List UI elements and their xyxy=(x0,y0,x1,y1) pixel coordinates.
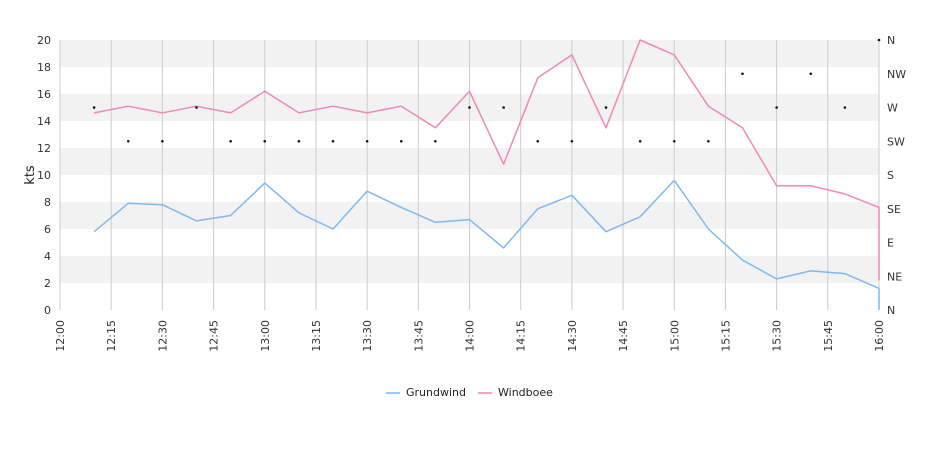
direction-tick-label: E xyxy=(887,237,894,250)
direction-marker xyxy=(195,106,198,109)
x-tick-label: 15:30 xyxy=(771,320,784,352)
x-tick-label: 12:45 xyxy=(208,320,221,352)
direction-tick-label: SE xyxy=(887,203,901,216)
legend-windboee-label: Windboee xyxy=(498,386,553,399)
x-tick-label: 15:00 xyxy=(668,320,681,352)
direction-tick-label: N xyxy=(887,34,895,47)
y-tick-label: 14 xyxy=(37,115,51,128)
direction-tick-label: N xyxy=(887,304,895,317)
x-tick-label: 12:30 xyxy=(156,320,169,352)
x-tick-label: 13:30 xyxy=(361,320,374,352)
legend-grundwind-label: Grundwind xyxy=(406,386,466,399)
direction-marker xyxy=(638,139,642,143)
y-tick-label: 2 xyxy=(44,277,51,290)
direction-marker xyxy=(297,139,301,143)
direction-marker xyxy=(126,139,130,143)
direction-tick-label: W xyxy=(887,102,898,115)
x-tick-label: 12:00 xyxy=(54,320,67,352)
y-tick-label: 0 xyxy=(44,304,51,317)
x-tick-label: 14:30 xyxy=(566,320,579,352)
y-tick-label: 6 xyxy=(44,223,51,236)
y-tick-label: 20 xyxy=(37,34,51,47)
x-tick-label: 13:00 xyxy=(259,320,272,352)
x-tick-label: 16:00 xyxy=(873,320,886,352)
x-tick-label: 14:00 xyxy=(464,320,477,352)
x-tick-label: 14:45 xyxy=(617,320,630,352)
direction-marker xyxy=(843,106,847,109)
legend: Grundwind Windboee xyxy=(386,386,553,399)
y-tick-label: 10 xyxy=(37,169,51,182)
direction-marker xyxy=(672,139,676,143)
direction-marker xyxy=(331,139,335,143)
x-tick-label: 14:15 xyxy=(515,320,528,352)
y-tick-label: 16 xyxy=(37,88,51,101)
direction-markers xyxy=(92,38,881,143)
direction-tick-label: S xyxy=(887,169,894,182)
x-tick-label: 15:15 xyxy=(719,320,732,352)
x-tick-label: 12:15 xyxy=(105,320,118,352)
direction-marker xyxy=(877,38,881,42)
y-tick-label: 4 xyxy=(44,250,51,263)
direction-marker xyxy=(604,106,608,109)
direction-marker xyxy=(468,106,471,109)
direction-marker xyxy=(434,139,437,143)
series-line-windboee xyxy=(93,39,880,281)
direction-marker xyxy=(399,139,403,143)
x-tick-label: 15:45 xyxy=(822,320,835,352)
series-line-grundwind xyxy=(93,179,880,310)
direction-tick-label: NE xyxy=(887,270,902,283)
direction-marker xyxy=(741,72,744,76)
x-tick-label: 13:45 xyxy=(412,320,425,352)
direction-marker xyxy=(92,106,96,109)
direction-marker xyxy=(263,139,267,143)
y-axis-label: kts xyxy=(23,165,38,185)
y-tick-label: 12 xyxy=(37,142,51,155)
y-tick-label: 8 xyxy=(44,196,51,209)
direction-marker xyxy=(536,139,540,143)
y-tick-label: 18 xyxy=(37,61,51,74)
direction-marker xyxy=(502,106,505,109)
direction-marker xyxy=(365,139,369,143)
x-tick-label: 13:15 xyxy=(310,320,323,352)
series-lines xyxy=(93,39,880,310)
direction-marker xyxy=(229,139,232,143)
direction-marker xyxy=(570,139,574,143)
direction-tick-label: NW xyxy=(887,68,906,81)
direction-tick-label: SW xyxy=(887,135,905,148)
x-axis-ticks: 12:00 12:15 12:30 12:45 13:00 13:15 13:30 13:45… xyxy=(54,320,886,352)
direction-axis-ticks: N NE E SE S SW W NW N xyxy=(887,34,906,317)
direction-marker xyxy=(161,139,164,143)
direction-marker xyxy=(809,72,813,76)
direction-marker xyxy=(775,106,778,109)
direction-marker xyxy=(707,139,710,143)
y-axis-ticks: 0 2 4 6 8 10 12 14 16 18 20 xyxy=(37,34,51,317)
